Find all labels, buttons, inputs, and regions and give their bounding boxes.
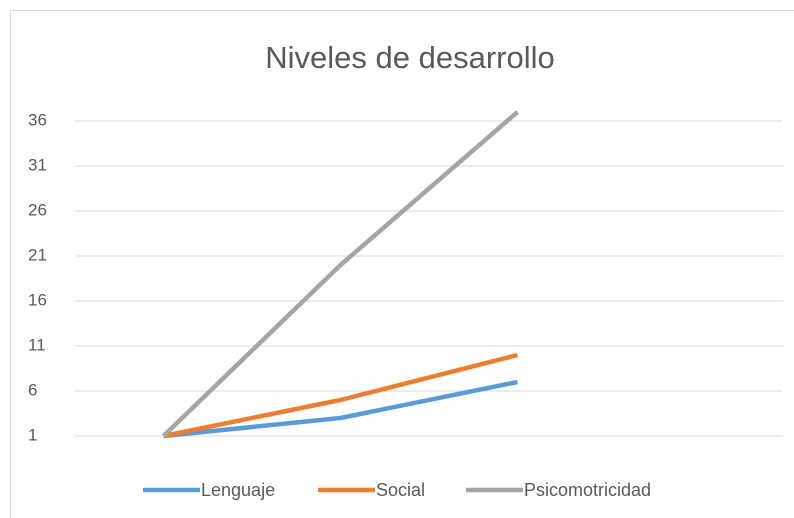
y-tick-label: 6 [28,380,37,399]
line-series [163,379,518,439]
chart-title: Niveles de desarrollo [265,40,554,75]
legend-label: Lenguaje [201,480,275,500]
line-series [161,110,519,438]
y-tick-label: 1 [28,425,37,444]
y-tick-label: 26 [28,200,47,219]
legend-label: Psicomotricidad [524,480,651,500]
y-tick-label: 31 [28,155,47,174]
legend-label: Social [376,480,425,500]
y-tick-label: 16 [28,290,47,309]
y-tick-label: 21 [28,245,47,264]
chart-frame [10,10,794,518]
y-tick-label: 11 [28,335,46,354]
line-series [163,352,519,439]
y-tick-label: 36 [28,110,47,129]
